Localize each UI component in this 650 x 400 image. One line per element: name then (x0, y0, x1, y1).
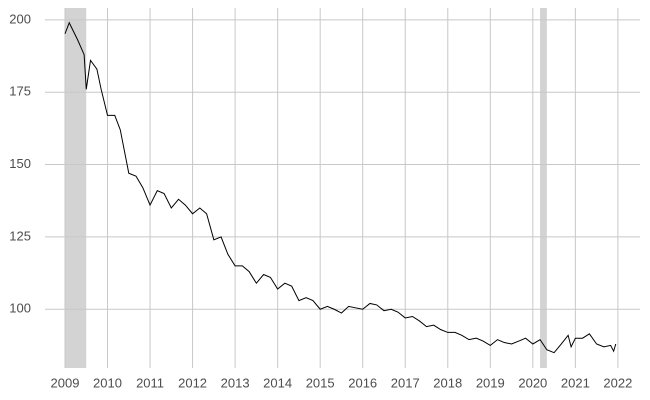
x-tick-label: 2014 (263, 375, 292, 390)
x-tick-label: 2013 (221, 375, 250, 390)
y-tick-label: 100 (9, 301, 31, 316)
line (64, 21, 617, 354)
x-tick-label: 2015 (306, 375, 335, 390)
x-tick-label: 2012 (178, 375, 207, 390)
y-tick-label: 175 (9, 84, 31, 99)
x-tick-label: 2017 (391, 375, 420, 390)
y-tick-label: 125 (9, 228, 31, 243)
recession-band (540, 8, 547, 368)
y-tick-label: 150 (9, 156, 31, 171)
x-tick-label: 2011 (136, 375, 164, 390)
x-tick-label: 2016 (348, 375, 377, 390)
x-tick-label: 2020 (518, 375, 547, 390)
x-tick-label: 2018 (433, 375, 462, 390)
x-tick-label: 2009 (51, 375, 80, 390)
x-tick-label: 2021 (561, 375, 590, 390)
x-tick-label: 2010 (93, 375, 122, 390)
recession-band (64, 8, 87, 368)
y-tick-label: 200 (9, 11, 31, 26)
x-tick-label: 2019 (476, 375, 505, 390)
x-tick-label: 2022 (603, 375, 632, 390)
